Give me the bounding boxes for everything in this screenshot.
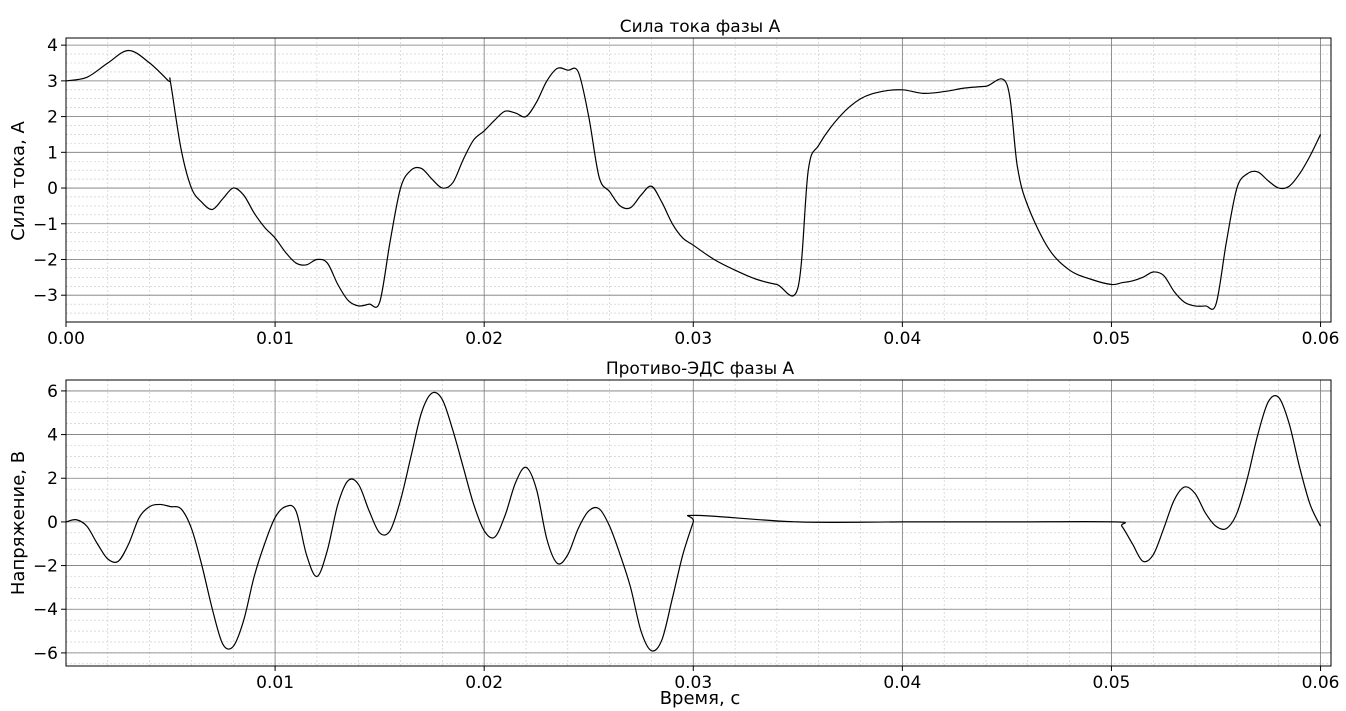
chart-title: Сила тока фазы A — [620, 17, 781, 37]
y-tick-label: −2 — [33, 557, 58, 577]
x-tick-label: 0.01 — [256, 329, 294, 349]
axes-frame — [65, 379, 1332, 667]
y-tick-label: 1 — [47, 143, 58, 163]
y-tick-label: −6 — [33, 644, 58, 664]
y-axis-label: Напряжение, В — [8, 451, 29, 595]
y-axis-label: Сила тока, А — [8, 120, 29, 240]
y-tick-label: 0 — [47, 179, 58, 199]
grid — [65, 38, 1331, 323]
axes-frame — [65, 37, 1332, 323]
series-line-current — [65, 49, 1322, 310]
x-tick-label: 0.05 — [1093, 329, 1131, 349]
y-tick-label: 3 — [47, 72, 58, 92]
y-tick-label: 2 — [47, 469, 58, 489]
y-tick-label: −3 — [33, 286, 58, 306]
x-tick-label: 0.03 — [674, 329, 712, 349]
y-tick-label: 4 — [47, 36, 58, 56]
grid — [65, 379, 1331, 666]
x-tick-label: 0.01 — [256, 673, 294, 693]
x-tick-label: 0.02 — [465, 329, 503, 349]
x-tick-label: 0.03 — [674, 673, 712, 693]
x-tick-label: 0.05 — [1093, 673, 1131, 693]
ticks: 0.01 0.02 0.03 0.04 0.05 0.06 −6 −4 −2 0 2 4 6 — [33, 382, 1340, 693]
x-tick-label: 0.02 — [465, 673, 503, 693]
chart-title: Противо-ЭДС фазы A — [606, 359, 795, 379]
y-tick-label: −2 — [33, 250, 58, 270]
x-tick-label: 0.00 — [47, 329, 85, 349]
x-axis-label: Время, с — [660, 688, 741, 709]
x-tick-label: 0.06 — [1302, 329, 1340, 349]
x-tick-label: 0.06 — [1302, 673, 1340, 693]
y-tick-label: −4 — [33, 600, 58, 620]
x-tick-label: 0.04 — [883, 329, 921, 349]
y-tick-label: 6 — [47, 382, 58, 402]
y-tick-label: 0 — [47, 513, 58, 533]
y-tick-label: −1 — [33, 215, 58, 235]
series-line-voltage — [65, 391, 1322, 652]
chart-back-emf-phase-a: 0.01 0.02 0.03 0.04 0.05 0.06 −6 −4 −2 0 2 4 6 Проти… — [8, 359, 1339, 709]
y-tick-label: 4 — [47, 426, 58, 446]
ticks: 0.00 0.01 0.02 0.03 0.04 0.05 0.06 −3 −2 −1 0 1 2 3 4 — [33, 36, 1340, 349]
x-tick-label: 0.04 — [883, 673, 921, 693]
chart-current-phase-a: 0.00 0.01 0.02 0.03 0.04 0.05 0.06−3−2−101234 … — [8, 17, 1339, 349]
y-tick-label: 2 — [47, 108, 58, 128]
